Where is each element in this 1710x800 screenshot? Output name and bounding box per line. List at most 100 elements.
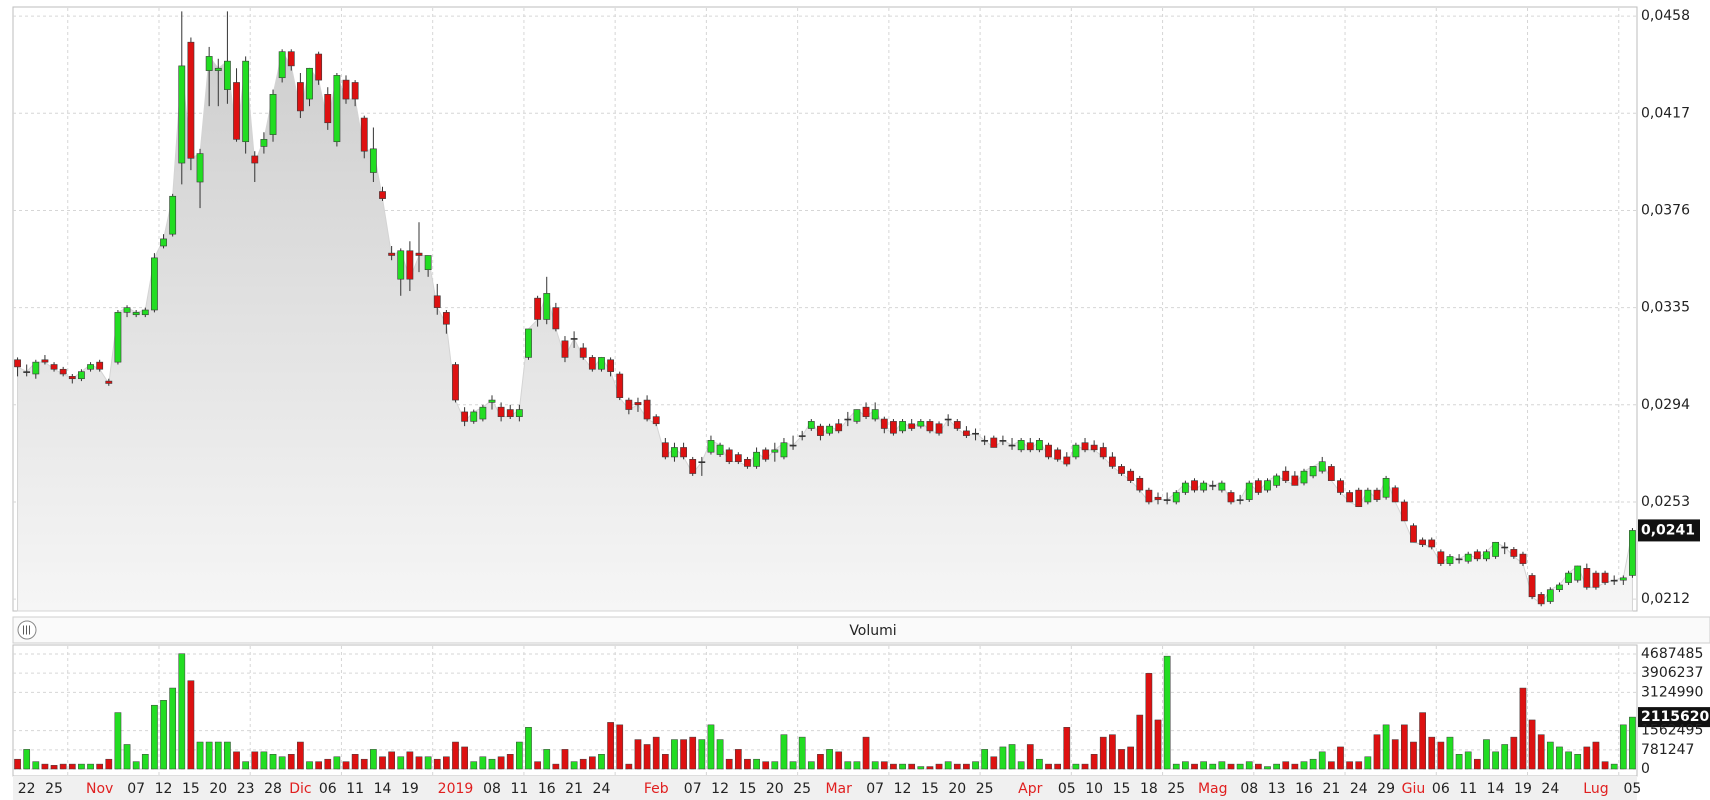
candle-body: [1090, 444, 1098, 451]
candle-body: [96, 361, 104, 370]
y-tick-label: 0,0335: [1641, 300, 1690, 316]
volume-bar: [725, 758, 733, 770]
candle-body: [1300, 470, 1308, 484]
x-tick-label: 25: [1167, 781, 1185, 797]
volume-bar: [470, 761, 478, 770]
candle-body: [452, 364, 459, 401]
candle-body: [1191, 480, 1198, 491]
x-tick-label: 18: [1140, 781, 1158, 797]
candle-body: [789, 444, 797, 447]
volume-bar: [32, 761, 40, 770]
volume-marker-box: [1638, 707, 1710, 728]
volume-title: Volumi: [849, 623, 896, 639]
candle-body: [32, 361, 40, 375]
candle-body: [196, 153, 204, 183]
volume-bar: [1118, 749, 1125, 770]
volume-bar: [488, 758, 496, 770]
volume-bar: [534, 761, 541, 770]
volume-bar: [1300, 761, 1308, 770]
x-tick-label: Apr: [1018, 781, 1042, 797]
candle-body: [278, 51, 286, 79]
volume-marker-label: 2115620: [1641, 709, 1709, 725]
x-tick-label: 25: [45, 781, 63, 797]
price-marker-box: [1638, 519, 1700, 542]
volume-bar: [114, 712, 122, 770]
volume-bar: [278, 756, 286, 770]
volume-bar: [205, 741, 213, 770]
candle-body: [707, 440, 715, 453]
x-tick-label: 20: [948, 781, 966, 797]
candle-body: [1209, 485, 1217, 487]
volume-bar: [516, 741, 523, 770]
volume-bar: [379, 756, 386, 770]
candle-body: [1483, 551, 1490, 560]
candle-body: [1236, 499, 1244, 501]
volume-bar: [1227, 763, 1235, 770]
volume-bar: [1218, 761, 1226, 770]
volume-bar: [1629, 716, 1636, 770]
candle-body: [1473, 551, 1481, 560]
volume-bar: [351, 754, 359, 770]
volume-bar: [1036, 758, 1043, 770]
candle-body: [1446, 556, 1454, 564]
volume-bar: [1099, 736, 1107, 770]
candle-body: [1318, 461, 1326, 472]
candle-body: [561, 340, 569, 358]
volume-bar: [1282, 761, 1290, 770]
candle-body: [570, 338, 578, 340]
volume-bar: [570, 761, 578, 770]
candle-body: [224, 60, 231, 90]
x-tick-label: 15: [921, 781, 939, 797]
volume-header: [12, 616, 1710, 644]
candle-body: [1008, 444, 1016, 447]
candle-body: [406, 250, 414, 280]
candle-body: [1373, 489, 1381, 500]
candle-body: [1610, 579, 1618, 582]
candle-body: [1619, 577, 1627, 581]
volume-bar: [1154, 719, 1162, 770]
candle-body: [744, 459, 751, 467]
candle-body: [999, 440, 1007, 442]
candle-body: [698, 461, 706, 463]
candle-body: [296, 82, 304, 112]
candle-body: [342, 79, 350, 100]
volume-bar: [680, 739, 687, 770]
volume-bar: [1583, 746, 1591, 770]
candle-body: [488, 399, 496, 403]
candle-body: [324, 94, 332, 124]
candle-body: [871, 409, 879, 420]
volume-bar: [1492, 751, 1499, 770]
volume-bar: [1391, 739, 1399, 770]
x-tick-label: 07: [866, 781, 884, 797]
volume-bar: [1419, 712, 1426, 770]
y-tick-label: 3906237: [1641, 665, 1703, 681]
volume-bar: [1273, 763, 1280, 770]
candle-body: [1291, 475, 1299, 486]
candle-body: [607, 359, 614, 372]
volume-bar: [1017, 761, 1025, 770]
candle-body: [598, 357, 605, 370]
candle-body: [899, 421, 906, 432]
volume-bar: [105, 758, 113, 770]
candle-body: [442, 312, 450, 325]
volume-bar: [433, 758, 441, 770]
candle-body: [643, 399, 651, 420]
candle-body: [908, 423, 916, 429]
panel-icon[interactable]: [17, 620, 37, 640]
volume-bar: [287, 754, 295, 770]
volume-bar: [598, 754, 605, 770]
x-tick-label: 07: [127, 781, 145, 797]
volume-bar: [1410, 741, 1417, 770]
volume-bar: [1291, 763, 1299, 770]
candle-body: [862, 406, 870, 417]
volume-bar: [1556, 746, 1563, 770]
candle-body: [1455, 558, 1463, 561]
volume-bar: [853, 761, 861, 770]
volume-bar: [96, 763, 104, 770]
volume-bar: [214, 741, 222, 770]
y-tick-label: 0,0294: [1641, 397, 1690, 413]
volume-bar: [1145, 673, 1153, 770]
candle-body: [1045, 444, 1052, 458]
candle-body: [1437, 551, 1445, 564]
volume-bar: [1072, 763, 1080, 770]
